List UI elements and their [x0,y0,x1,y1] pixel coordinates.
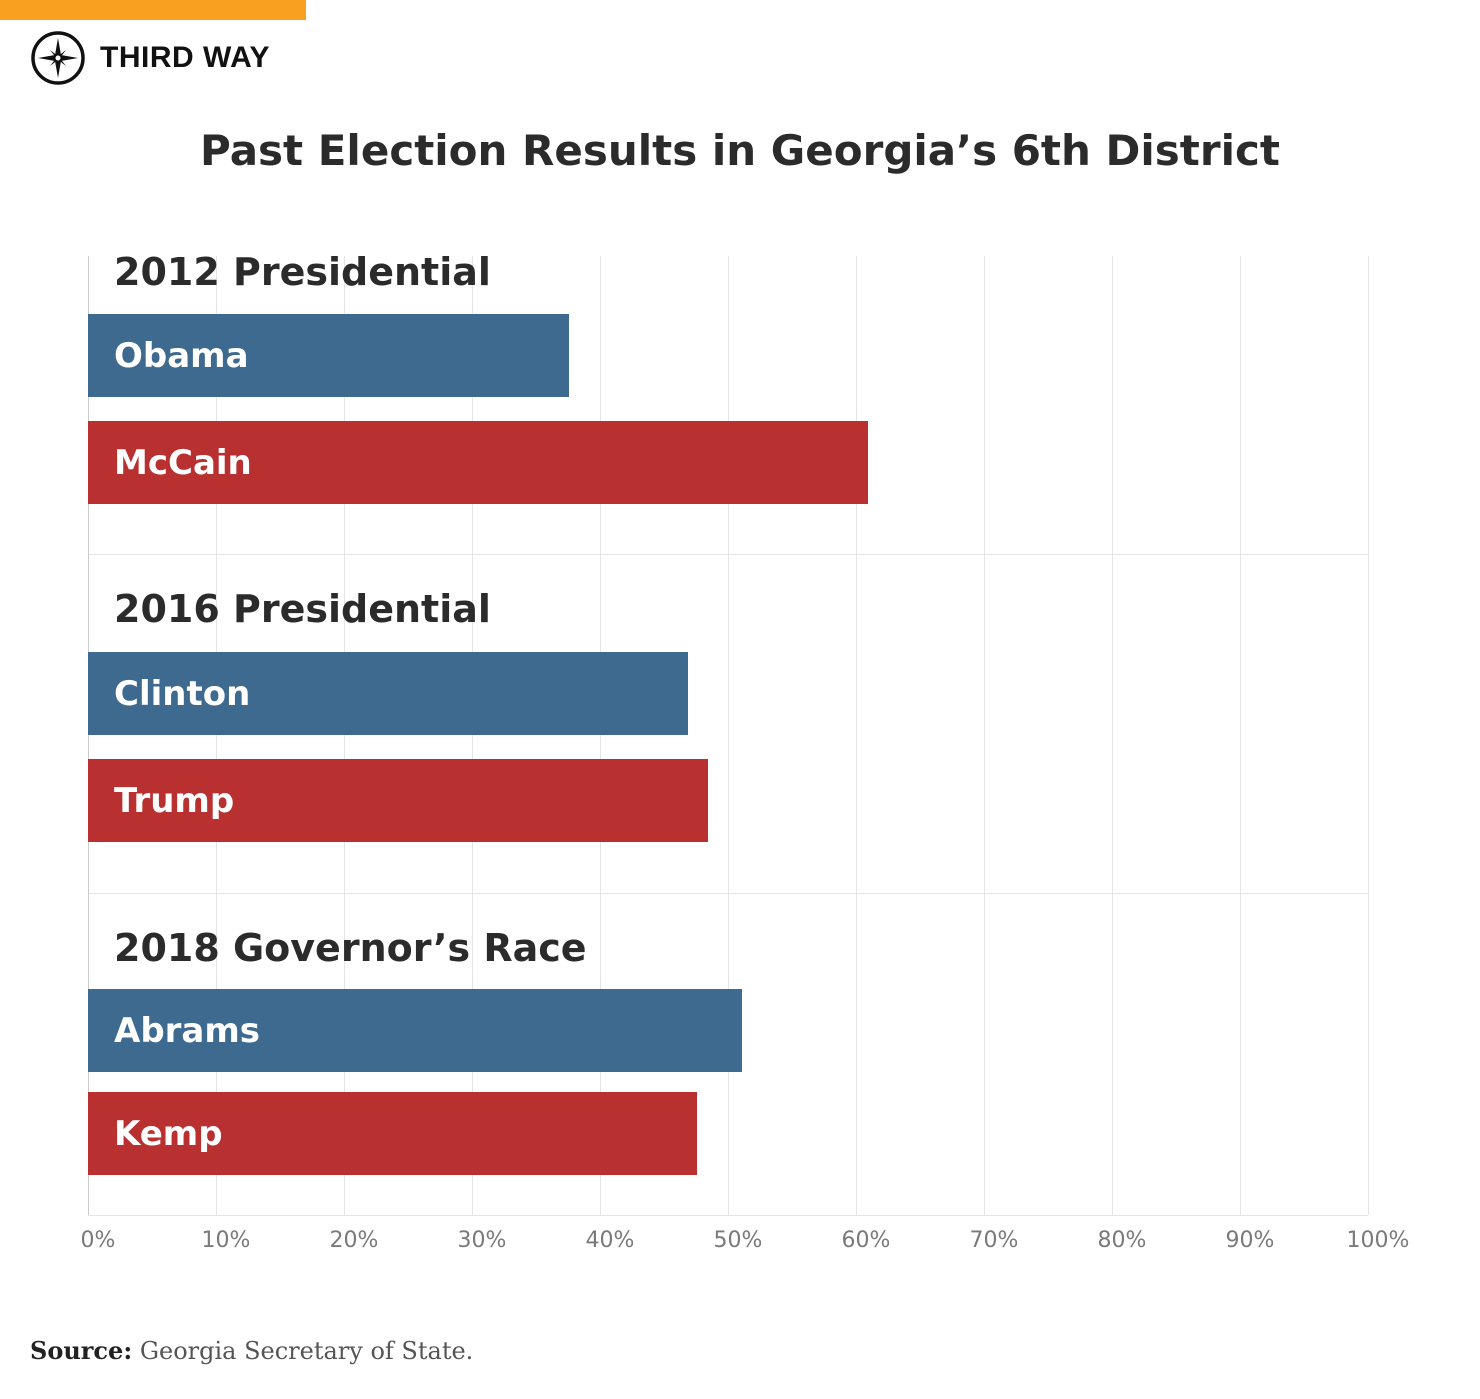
logo: THIRD WAY [30,30,270,86]
gridline [216,256,217,1215]
group-divider [88,1215,1368,1216]
gridline [984,256,985,1215]
x-tick-label: 100% [1346,1228,1410,1253]
bar-label: Clinton [114,673,251,714]
group-label: 2018 Governor’s Race [114,926,587,970]
x-tick-label: 10% [201,1228,251,1253]
x-tick-label: 40% [585,1228,635,1253]
source-text: Georgia Secretary of State. [132,1337,474,1365]
group-label: 2016 Presidential [114,587,491,631]
bar-clinton: Clinton [88,652,689,735]
bar-label: Obama [114,335,249,376]
bar-label: Kemp [114,1113,223,1154]
gridline [344,256,345,1215]
x-tick-label: 30% [457,1228,507,1253]
source-label: Source: [30,1336,133,1365]
chart-title: Past Election Results in Georgia’s 6th D… [200,126,1280,175]
accent-bar [0,0,306,20]
group-label: 2012 Presidential [114,250,491,294]
group-divider [88,554,1368,555]
group-divider [88,893,1368,894]
x-tick-label: 0% [80,1228,116,1253]
x-tick-label: 70% [969,1228,1019,1253]
gridline [1112,256,1113,1215]
bar-kemp: Kemp [88,1092,698,1175]
bar-mccain: McCain [88,421,868,504]
x-tick-label: 20% [329,1228,379,1253]
brand-name: THIRD WAY [100,41,271,74]
gridline [856,256,857,1215]
bar-obama: Obama [88,314,570,397]
gridline [1240,256,1241,1215]
bar-label: Trump [114,780,235,821]
bar-abrams: Abrams [88,989,743,1072]
source-note: Source: Georgia Secretary of State. [30,1336,473,1365]
x-tick-label: 60% [841,1228,891,1253]
x-tick-label: 90% [1225,1228,1275,1253]
bar-trump: Trump [88,759,708,842]
x-tick-label: 50% [713,1228,763,1253]
x-tick-label: 80% [1097,1228,1147,1253]
gridline [728,256,729,1215]
bar-label: McCain [114,442,252,483]
compass-star-icon [31,31,85,85]
gridline [600,256,601,1215]
y-axis-line [88,256,89,1215]
bar-label: Abrams [114,1010,261,1051]
gridline [472,256,473,1215]
gridline [1368,256,1369,1215]
